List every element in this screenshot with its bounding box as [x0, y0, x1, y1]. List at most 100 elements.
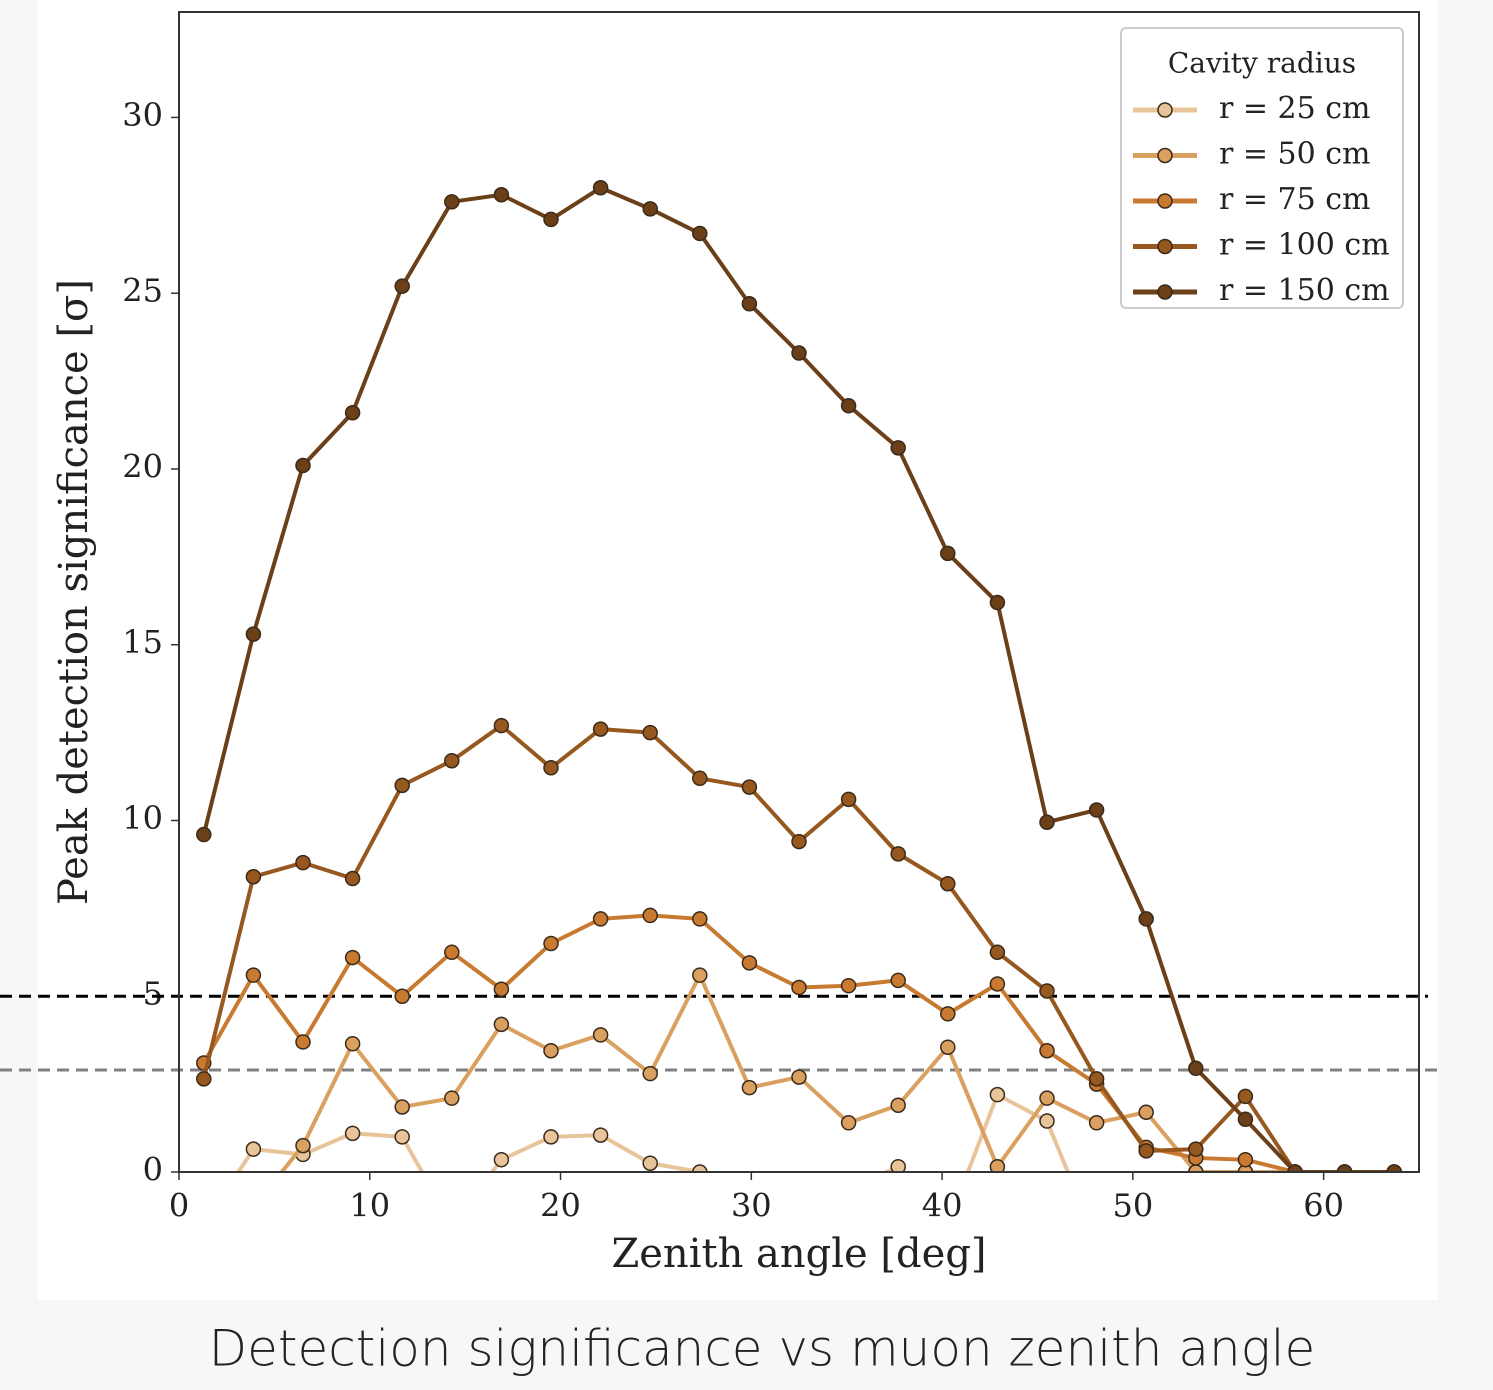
data-point — [989, 1086, 1006, 1103]
y-tick-label: 0 — [143, 1151, 163, 1189]
y-tick-label: 30 — [122, 96, 163, 134]
legend-marker — [1157, 193, 1173, 209]
data-point — [890, 1097, 906, 1113]
data-point — [493, 1016, 510, 1033]
data-point — [989, 594, 1006, 611]
data-point — [592, 180, 609, 196]
data-point — [890, 846, 906, 862]
data-point — [989, 1158, 1006, 1172]
data-point — [1138, 1104, 1154, 1120]
data-point — [196, 1071, 212, 1087]
data-point — [592, 1027, 609, 1043]
data-point — [543, 1129, 559, 1145]
data-point — [692, 1164, 708, 1172]
data-point — [940, 545, 956, 562]
caption: Detection significance vs muon zenith an… — [209, 1320, 1316, 1378]
data-point — [642, 907, 658, 924]
data-point — [642, 1155, 658, 1171]
legend-marker — [1157, 284, 1173, 300]
data-point — [444, 944, 460, 961]
data-point — [642, 201, 658, 217]
legend-title: Cavity radius — [1168, 47, 1356, 80]
x-axis-label: Zenith angle [deg] — [611, 1231, 986, 1277]
data-point — [1088, 1071, 1105, 1087]
data-point — [1336, 1164, 1353, 1172]
data-point — [394, 777, 410, 794]
data-point — [592, 1127, 609, 1143]
data-point — [940, 876, 956, 892]
legend-label: r = 25 cm — [1219, 91, 1371, 126]
data-point — [493, 981, 510, 997]
x-tick-label: 30 — [731, 1187, 772, 1225]
data-point — [940, 1006, 956, 1022]
data-point — [692, 770, 708, 787]
data-point — [493, 1151, 510, 1168]
data-point — [543, 760, 559, 776]
data-point — [444, 752, 460, 769]
data-point — [642, 724, 658, 741]
data-point — [245, 967, 262, 983]
data-point — [1088, 802, 1105, 818]
y-tick-label: 25 — [122, 272, 163, 310]
data-point — [1039, 983, 1055, 999]
data-point — [840, 397, 857, 414]
data-point — [791, 1069, 807, 1085]
data-point — [1039, 814, 1055, 830]
x-tick-label: 0 — [169, 1187, 189, 1225]
data-point — [890, 1158, 906, 1172]
x-tick-label: 10 — [349, 1187, 390, 1225]
legend-label: r = 75 cm — [1219, 182, 1371, 217]
y-tick-label: 15 — [122, 623, 163, 661]
data-point — [394, 1099, 410, 1115]
data-point — [1188, 1060, 1204, 1077]
data-point — [245, 1141, 262, 1157]
data-point — [344, 1035, 361, 1052]
data-point — [692, 967, 708, 983]
legend-marker — [1157, 238, 1173, 255]
data-point — [840, 791, 857, 808]
data-point — [1237, 1151, 1254, 1168]
data-point — [741, 296, 758, 312]
data-point — [295, 854, 311, 871]
legend-label: r = 50 cm — [1219, 137, 1371, 172]
x-tick-label: 60 — [1303, 1187, 1344, 1225]
plot-area — [196, 180, 1402, 1172]
data-point — [592, 721, 609, 737]
data-point — [791, 979, 807, 996]
data-point — [444, 1090, 460, 1106]
data-point — [444, 194, 460, 210]
data-point — [543, 1042, 559, 1059]
data-point — [394, 278, 410, 294]
data-point — [1188, 1141, 1204, 1157]
data-point — [344, 949, 361, 966]
data-point — [295, 1137, 311, 1154]
data-point — [989, 976, 1006, 992]
data-point — [1138, 1143, 1154, 1159]
data-point — [1039, 1042, 1055, 1059]
legend-marker — [1157, 147, 1173, 164]
data-point — [741, 779, 758, 795]
data-point — [1039, 1113, 1055, 1129]
y-tick-label: 5 — [143, 975, 163, 1013]
data-point — [493, 717, 510, 734]
data-point — [493, 187, 510, 203]
data-point — [543, 935, 559, 952]
data-point — [840, 1115, 857, 1131]
data-point — [940, 1039, 956, 1055]
data-point — [295, 457, 311, 474]
data-point — [890, 440, 906, 456]
data-point — [245, 626, 262, 642]
data-point — [989, 944, 1006, 961]
data-point — [592, 911, 609, 927]
x-tick-label: 50 — [1112, 1187, 1153, 1225]
data-point — [1088, 1115, 1105, 1131]
data-point — [295, 1034, 311, 1050]
plot-frame — [178, 11, 1420, 1173]
data-point — [344, 870, 361, 887]
data-point — [344, 1125, 361, 1142]
legend-box — [1120, 27, 1404, 309]
data-point — [692, 225, 708, 242]
data-point — [840, 977, 857, 994]
